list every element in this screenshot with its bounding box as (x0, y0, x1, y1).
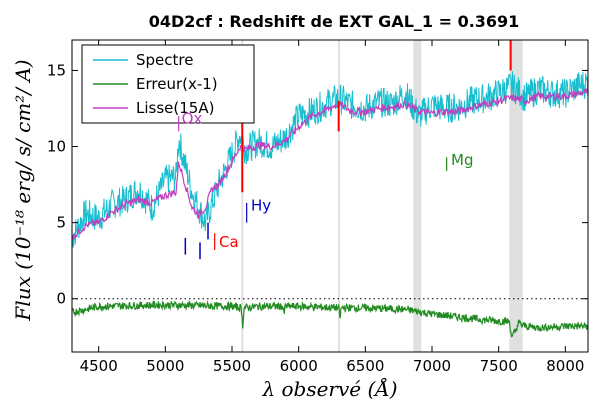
series-line-erreur-x-1- (71, 299, 589, 338)
y-tick-label-10: 10 (47, 138, 66, 156)
annotations: Ox Hy Ca Mg (178, 110, 473, 251)
x-tick-label-7000: 7000 (413, 357, 451, 375)
legend-label-lisse: Lisse(15A) (136, 99, 214, 117)
x-tick-label-8000: 8000 (546, 357, 584, 375)
x-tick-label-6000: 6000 (280, 357, 318, 375)
x-tick-label-4500: 4500 (80, 357, 118, 375)
x-axis-label: λ observé (Å) (261, 376, 397, 400)
chart-title: 04D2cf : Redshift de EXT GAL_1 = 0.3691 (149, 12, 520, 31)
y-tick-label-15: 15 (47, 61, 66, 79)
annotation-label-ca: Ca (219, 233, 239, 251)
shaded-band-3 (509, 40, 523, 352)
annotation-label-mg: Mg (451, 151, 473, 169)
shaded-band-0 (241, 40, 244, 352)
legend-label-erreur: Erreur(x-1) (136, 75, 218, 93)
series-line-lisse-15a- (72, 87, 589, 241)
shaded-band-2 (413, 40, 422, 352)
y-tick-label-5: 5 (56, 214, 66, 232)
legend-label-spectre: Spectre (136, 51, 193, 69)
y-tick-label-0: 0 (56, 290, 66, 308)
annotation-label-ox: Ox (182, 110, 203, 128)
x-tick-label-5000: 5000 (146, 357, 184, 375)
annotation-label-hy: Hy (251, 196, 271, 214)
series-layer (71, 71, 589, 338)
x-tick-label-6500: 6500 (346, 357, 384, 375)
plot-frame (71, 39, 589, 353)
x-tick-label-7500: 7500 (480, 357, 518, 375)
x-tick-label-5500: 5500 (213, 357, 251, 375)
shaded-band-1 (338, 40, 340, 352)
y-axis-label: Flux (10⁻¹⁸ erg/ s/ cm²/ A) (11, 59, 35, 321)
shaded-bands (241, 40, 523, 352)
legend: Spectre Erreur(x-1) Lisse(15A) (81, 44, 255, 124)
